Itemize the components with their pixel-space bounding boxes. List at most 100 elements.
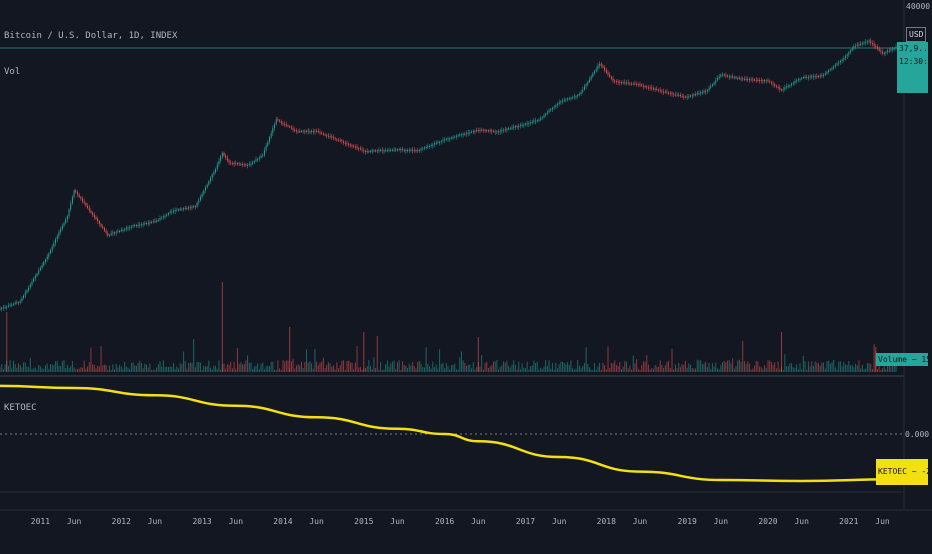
price-candle <box>324 134 326 136</box>
volume-bar <box>631 369 633 372</box>
price-candle <box>179 208 181 210</box>
volume-bar <box>152 369 154 372</box>
volume-bar <box>683 364 685 372</box>
price-candle <box>622 82 624 84</box>
volume-bar <box>193 339 195 372</box>
price-candle <box>895 46 897 49</box>
price-candle <box>425 147 427 148</box>
price-candle <box>641 84 643 86</box>
price-candle <box>144 223 146 225</box>
volume-bar <box>594 363 596 372</box>
price-candle <box>487 130 489 132</box>
indicator-pane-title[interactable]: KETOEC <box>4 403 37 413</box>
price-candle <box>129 226 131 228</box>
volume-bar <box>371 368 373 372</box>
volume-bar <box>482 369 484 372</box>
volume-bar <box>402 361 404 372</box>
volume-bar <box>524 368 526 372</box>
price-candle <box>432 144 434 146</box>
volume-bar <box>511 364 513 372</box>
price-candle <box>159 218 161 220</box>
volume-bar <box>41 368 43 372</box>
price-candle <box>558 102 560 105</box>
price-candle <box>469 132 471 134</box>
price-candle <box>745 79 747 81</box>
price-candle <box>236 163 238 165</box>
volume-bar-spike <box>780 332 782 372</box>
volume-bar <box>614 360 616 372</box>
volume-bar <box>97 365 99 372</box>
price-candle <box>582 89 584 92</box>
price-candle <box>658 89 660 91</box>
price-candle <box>39 267 41 271</box>
volume-bar <box>361 369 363 372</box>
volume-bar <box>263 369 265 372</box>
volume-bar <box>700 360 702 372</box>
volume-bar <box>671 348 673 372</box>
volume-bar <box>757 361 759 372</box>
price-candle <box>2 307 4 309</box>
price-candle <box>58 232 60 237</box>
volume-bar <box>43 368 45 372</box>
price-candle <box>519 124 521 126</box>
volume-bar <box>565 364 567 372</box>
volume-bar <box>523 367 525 372</box>
volume-bar <box>418 360 420 372</box>
volume-bar <box>656 366 658 372</box>
price-candle <box>36 273 38 276</box>
price-candle <box>555 105 557 108</box>
volume-bar <box>479 366 481 372</box>
price-axis-top-tick: 40000.00 <box>906 2 932 11</box>
volume-bar <box>284 361 286 372</box>
volume-bar <box>439 349 441 372</box>
price-candle <box>646 86 648 88</box>
volume-bar <box>388 366 390 372</box>
price-candle <box>376 150 378 152</box>
price-candle <box>184 208 186 210</box>
volume-bar <box>358 367 360 372</box>
price-candle <box>403 149 405 151</box>
volume-bar <box>812 365 814 372</box>
volume-bar <box>551 362 553 372</box>
time-axis-tick: Jun <box>471 517 486 526</box>
volume-bar <box>290 361 292 372</box>
price-candle <box>164 215 166 217</box>
volume-bar <box>270 361 272 372</box>
price-candle <box>562 100 564 102</box>
price-candle <box>509 128 511 130</box>
volume-bar <box>567 361 569 372</box>
volume-bar <box>696 359 698 372</box>
price-candle <box>38 270 40 274</box>
price-candle <box>76 192 78 195</box>
volume-bar <box>181 364 183 372</box>
volume-pane-title[interactable]: Vol <box>4 67 21 77</box>
price-candle <box>860 43 862 45</box>
volume-bar <box>760 367 762 372</box>
symbol-title[interactable]: Bitcoin / U.S. Dollar, 1D, INDEX <box>4 31 178 41</box>
price-candle <box>550 109 552 111</box>
volume-bar <box>282 360 284 372</box>
price-candle <box>371 150 373 152</box>
volume-bar <box>344 369 346 372</box>
volume-bar <box>865 368 867 372</box>
volume-bar <box>796 364 798 372</box>
volume-bar <box>506 360 508 372</box>
price-candle <box>181 208 183 210</box>
volume-bar <box>233 361 235 372</box>
volume-bar <box>649 369 651 372</box>
volume-bar <box>425 347 427 372</box>
volume-bar <box>0 367 1 372</box>
time-axis-tick: Jun <box>390 517 405 526</box>
volume-bar <box>228 364 230 372</box>
volume-bar <box>730 363 732 372</box>
price-candle <box>875 45 877 47</box>
price-candle <box>231 162 233 164</box>
price-candle <box>747 79 749 81</box>
price-candle <box>388 149 390 151</box>
volume-bar <box>597 366 599 372</box>
price-candle <box>53 243 55 247</box>
volume-bar <box>710 369 712 372</box>
price-candle <box>156 220 158 222</box>
volume-bar <box>642 361 644 372</box>
